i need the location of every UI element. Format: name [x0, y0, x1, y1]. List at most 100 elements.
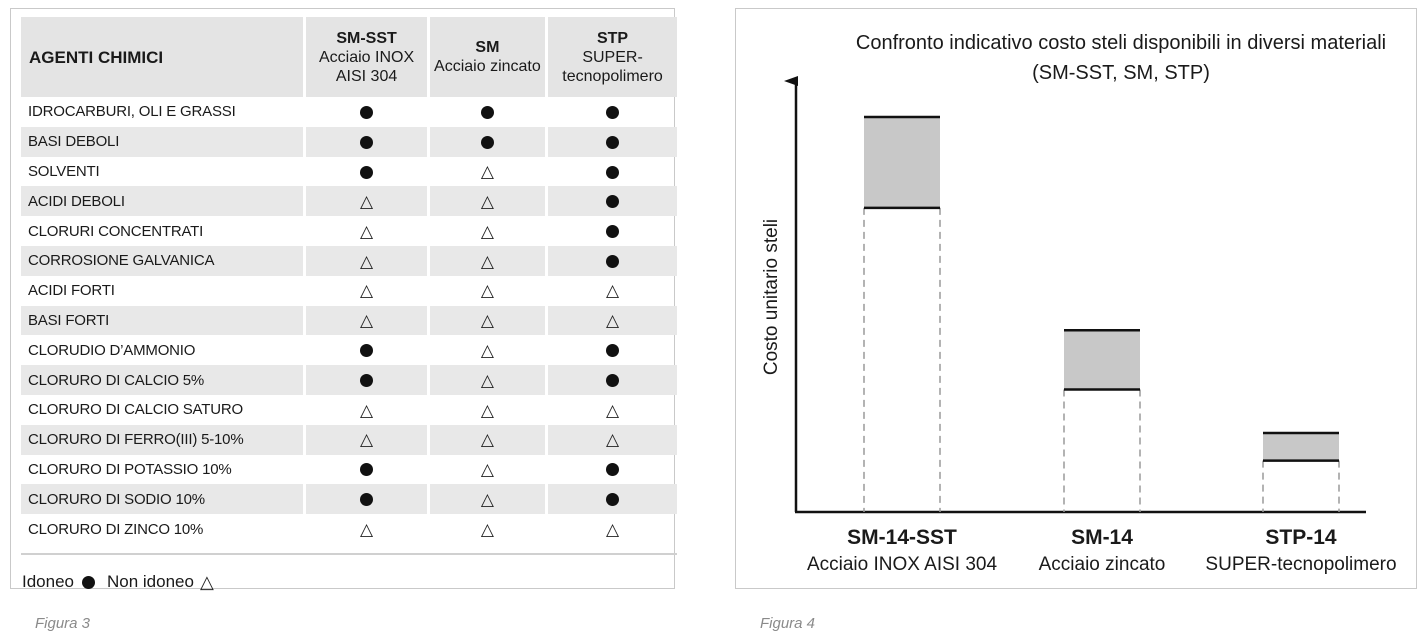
figure4-panel: Confronto indicativo costo steli disponi…: [735, 8, 1417, 589]
suitable-dot-icon: [606, 254, 620, 268]
suitable-dot-icon: [606, 374, 620, 388]
compatibility-cell: △: [426, 275, 547, 306]
unsuitable-triangle-icon: △: [360, 221, 374, 241]
compatibility-cell: [303, 454, 429, 485]
table-row: CORROSIONE GALVANICA △ △: [21, 245, 677, 276]
table-row: CLORURO DI FERRO(III) 5-10% △ △ △: [21, 424, 677, 455]
agent-name: CLORURO DI SODIO 10%: [21, 484, 305, 515]
compatibility-cell: △: [426, 186, 547, 217]
suitable-dot-icon: [606, 105, 620, 119]
agent-name: SOLVENTI: [28, 162, 100, 180]
table-bottom-divider: [21, 553, 677, 555]
compatibility-cell: △: [426, 424, 547, 455]
table-row: SOLVENTI △: [21, 156, 677, 187]
unsuitable-triangle-icon: △: [480, 370, 494, 390]
bars-group: [863, 115, 1340, 512]
unsuitable-triangle-icon: △: [360, 251, 374, 271]
compatibility-cell: △: [303, 394, 429, 425]
compatibility-cell: △: [426, 335, 547, 366]
unsuitable-triangle-icon: △: [480, 341, 494, 361]
unsuitable-triangle-icon: △: [480, 400, 494, 420]
suitable-dot-icon: [606, 165, 620, 179]
category-desc-label: SUPER-tecnopolimero: [1205, 554, 1396, 575]
table-row: ACIDI FORTI △ △ △: [21, 275, 677, 306]
unsuitable-triangle-icon: △: [606, 519, 620, 539]
header-agents: AGENTI CHIMICI: [21, 17, 305, 97]
unsuitable-triangle-icon: △: [606, 400, 620, 420]
agent-name: IDROCARBURI, OLI E GRASSI: [28, 103, 236, 121]
legend-non-idoneo-label: Non idoneo: [107, 572, 194, 591]
compatibility-cell: [545, 156, 677, 187]
suitable-dot-icon: [360, 344, 374, 358]
category-code-label: SM-14: [1071, 526, 1133, 549]
chart-title-line2: (SM-SST, SM, STP): [1032, 62, 1210, 84]
compatibility-cell: [303, 335, 429, 366]
compatibility-cell: △: [545, 305, 677, 336]
agent-name: CLORURO DI CALCIO 5%: [21, 365, 305, 395]
compatibility-cell: [545, 97, 677, 127]
compatibility-cell: △: [426, 156, 547, 187]
category-code-label: SM-14-SST: [847, 526, 957, 549]
compatibility-cell: [303, 365, 429, 395]
compatibility-cell: [545, 484, 677, 515]
unsuitable-triangle-icon: △: [480, 162, 494, 182]
agent-name: CLORURO DI CALCIO SATURO: [28, 401, 243, 419]
figure3-panel: AGENTI CHIMICI SM-SST Acciaio INOX AISI …: [10, 8, 677, 592]
compatibility-cell: △: [426, 454, 547, 485]
compatibility-cell: △: [303, 305, 429, 336]
agent-name: BASI FORTI: [21, 305, 305, 336]
compatibility-cell: [303, 156, 429, 187]
unsuitable-triangle-icon: △: [480, 490, 494, 510]
compatibility-cell: [303, 126, 429, 157]
agent-name: CLORURI CONCENTRATI: [28, 222, 204, 240]
header-code: SM: [475, 39, 500, 56]
category-desc-label: Acciaio INOX AISI 304: [807, 554, 998, 575]
table-body: IDROCARBURI, OLI E GRASSI BASI DEBOLI SOLV…: [21, 97, 677, 544]
unsuitable-triangle-icon: △: [480, 519, 494, 539]
agent-name: CLORUDIO D’AMMONIO: [28, 341, 196, 359]
header-desc: Acciaio zincato: [434, 58, 541, 75]
table-row: ACIDI DEBOLI △ △: [21, 186, 677, 217]
compatibility-cell: △: [303, 245, 429, 276]
agent-name: ACIDI DEBOLI: [21, 186, 305, 217]
compatibility-cell: [303, 484, 429, 515]
header-desc: Acciaio INOX AISI 304: [318, 48, 415, 85]
figure3-caption: Figura 3: [35, 615, 91, 632]
header-col-sm: SM Acciaio zincato: [426, 17, 547, 97]
suitable-dot-icon: [606, 195, 620, 209]
compatibility-cell: △: [426, 365, 547, 395]
suitable-dot-icon: [480, 135, 494, 149]
compatibility-cell: △: [545, 424, 677, 455]
cost-range-bar: [1263, 433, 1339, 461]
table-row: CLORURI CONCENTRATI △ △: [21, 216, 677, 246]
suitable-dot-icon: [606, 493, 620, 507]
compatibility-cell: [545, 454, 677, 485]
table-row: BASI FORTI △ △ △: [21, 305, 677, 336]
cost-range-bar: [1064, 330, 1140, 390]
unsuitable-triangle-icon: △: [360, 311, 374, 331]
legend: Idoneo Non idoneo △: [22, 572, 214, 592]
unsuitable-triangle-icon: △: [360, 400, 374, 420]
unsuitable-triangle-icon: △: [360, 430, 374, 450]
compatibility-cell: △: [303, 186, 429, 217]
y-axis-label: Costo unitario steli: [761, 219, 782, 375]
agent-name: BASI DEBOLI: [21, 126, 305, 157]
suitable-dot-icon: [480, 105, 494, 119]
unsuitable-triangle-icon: △: [606, 281, 620, 301]
agent-name: ACIDI FORTI: [28, 282, 115, 300]
category-code-label: STP-14: [1265, 526, 1337, 549]
unsuitable-triangle-icon: △: [480, 221, 494, 241]
unsuitable-triangle-icon: △: [199, 571, 214, 592]
compatibility-cell: [545, 186, 677, 217]
table-row: CLORURO DI CALCIO 5% △: [21, 365, 677, 395]
compatibility-cell: △: [545, 514, 677, 544]
compatibility-cell: [303, 97, 429, 127]
table-row: CLORURO DI SODIO 10% △: [21, 484, 677, 515]
compatibility-cell: [545, 245, 677, 276]
table-row: BASI DEBOLI: [21, 126, 677, 157]
unsuitable-triangle-icon: △: [480, 460, 494, 480]
header-col-stp: STP SUPER-tecnopolimero: [545, 17, 677, 97]
category-desc-label: Acciaio zincato: [1039, 554, 1166, 575]
unsuitable-triangle-icon: △: [480, 251, 494, 271]
legend-idoneo-label: Idoneo: [22, 572, 74, 591]
